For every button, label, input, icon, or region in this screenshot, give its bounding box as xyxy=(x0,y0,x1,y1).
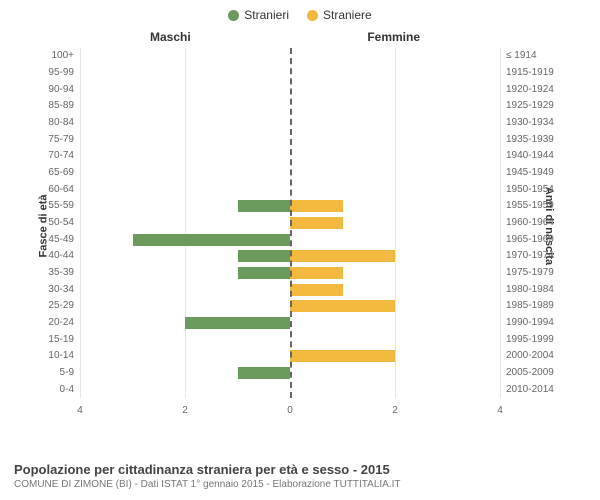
x-tick-label: 2 xyxy=(392,405,398,416)
birth-year-label: 1950-1954 xyxy=(500,183,554,197)
birth-year-label: 1930-1934 xyxy=(500,116,554,130)
x-tick-label: 2 xyxy=(182,405,188,416)
age-label: 50-54 xyxy=(48,216,80,230)
birth-year-label: 1975-1979 xyxy=(500,266,554,280)
bar-female xyxy=(290,217,343,229)
center-axis-line xyxy=(290,48,292,398)
legend-label-male: Stranieri xyxy=(244,8,289,22)
bar-male xyxy=(238,250,291,262)
birth-year-label: 1935-1939 xyxy=(500,133,554,147)
age-label: 0-4 xyxy=(60,383,80,397)
age-label: 95-99 xyxy=(48,66,80,80)
bar-female xyxy=(290,200,343,212)
bar-female xyxy=(290,284,343,296)
bar-male xyxy=(133,234,291,246)
x-tick-label: 0 xyxy=(287,405,293,416)
birth-year-label: 1985-1989 xyxy=(500,299,554,313)
birth-year-label: 2010-2014 xyxy=(500,383,554,397)
age-label: 65-69 xyxy=(48,166,80,180)
bar-male xyxy=(185,317,290,329)
legend-item-female: Straniere xyxy=(307,8,372,22)
birth-year-label: 1945-1949 xyxy=(500,166,554,180)
footer-subtitle: COMUNE DI ZIMONE (BI) - Dati ISTAT 1° ge… xyxy=(14,479,401,490)
age-label: 90-94 xyxy=(48,83,80,97)
birth-year-label: 2005-2009 xyxy=(500,366,554,380)
birth-year-label: 1995-1999 xyxy=(500,333,554,347)
x-tick-label: 4 xyxy=(77,405,83,416)
plot-area: 42024100+≤ 191495-991915-191990-941920-1… xyxy=(80,48,500,398)
bar-male xyxy=(238,367,291,379)
legend-swatch-male xyxy=(228,10,239,21)
legend-item-male: Stranieri xyxy=(228,8,289,22)
age-label: 10-14 xyxy=(48,349,80,363)
age-label: 60-64 xyxy=(48,183,80,197)
birth-year-label: ≤ 1914 xyxy=(500,49,537,63)
bar-male xyxy=(238,267,291,279)
birth-year-label: 1940-1944 xyxy=(500,149,554,163)
birth-year-label: 1970-1974 xyxy=(500,249,554,263)
column-header-male: Maschi xyxy=(150,30,191,44)
age-label: 30-34 xyxy=(48,283,80,297)
birth-year-label: 1915-1919 xyxy=(500,66,554,80)
age-label: 80-84 xyxy=(48,116,80,130)
birth-year-label: 1955-1959 xyxy=(500,199,554,213)
footer: Popolazione per cittadinanza straniera p… xyxy=(14,462,401,490)
age-label: 15-19 xyxy=(48,333,80,347)
chart: Maschi Femmine Fasce di età Anni di nasc… xyxy=(20,26,580,426)
age-label: 5-9 xyxy=(60,366,80,380)
age-label: 35-39 xyxy=(48,266,80,280)
bar-female xyxy=(290,267,343,279)
column-header-female: Femmine xyxy=(367,30,420,44)
age-label: 25-29 xyxy=(48,299,80,313)
birth-year-label: 1980-1984 xyxy=(500,283,554,297)
age-label: 20-24 xyxy=(48,316,80,330)
birth-year-label: 2000-2004 xyxy=(500,349,554,363)
birth-year-label: 1920-1924 xyxy=(500,83,554,97)
age-label: 45-49 xyxy=(48,233,80,247)
bar-female xyxy=(290,300,395,312)
legend-swatch-female xyxy=(307,10,318,21)
age-label: 55-59 xyxy=(48,199,80,213)
x-tick-label: 4 xyxy=(497,405,503,416)
birth-year-label: 1925-1929 xyxy=(500,99,554,113)
birth-year-label: 1965-1969 xyxy=(500,233,554,247)
age-label: 75-79 xyxy=(48,133,80,147)
legend-label-female: Straniere xyxy=(323,8,372,22)
legend: Stranieri Straniere xyxy=(0,0,600,26)
birth-year-label: 1960-1964 xyxy=(500,216,554,230)
age-label: 70-74 xyxy=(48,149,80,163)
age-label: 100+ xyxy=(51,49,80,63)
age-label: 85-89 xyxy=(48,99,80,113)
birth-year-label: 1990-1994 xyxy=(500,316,554,330)
bar-male xyxy=(238,200,291,212)
bar-female xyxy=(290,250,395,262)
footer-title: Popolazione per cittadinanza straniera p… xyxy=(14,462,401,477)
bar-female xyxy=(290,350,395,362)
age-label: 40-44 xyxy=(48,249,80,263)
